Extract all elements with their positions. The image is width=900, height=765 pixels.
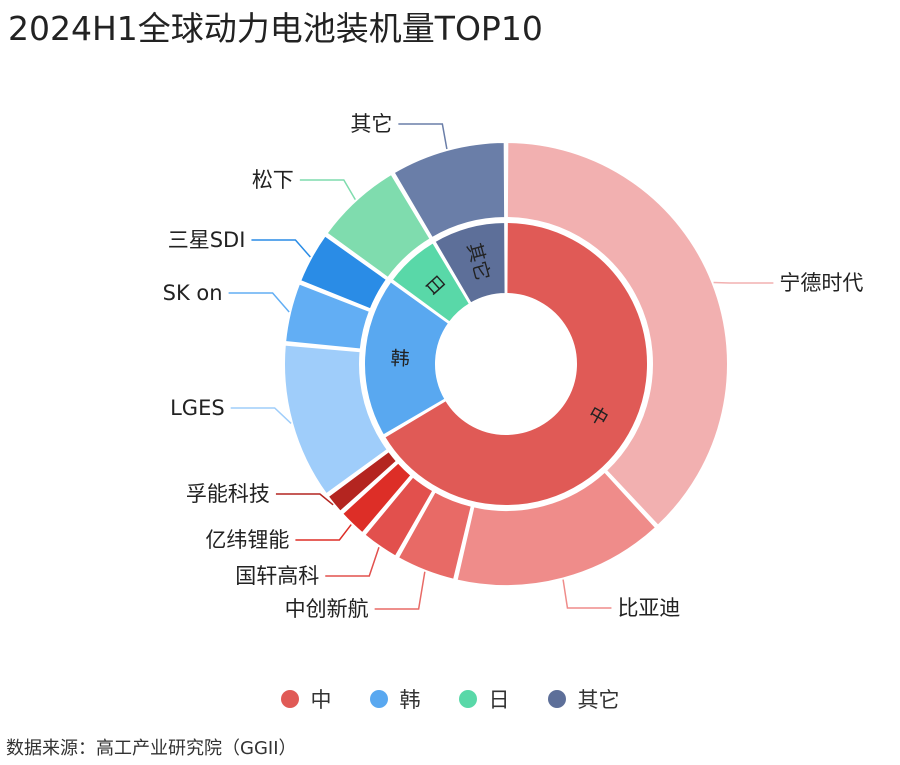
inner-ring-slice-1[interactable]	[363, 279, 451, 437]
outer-ring-label: 宁德时代	[779, 271, 863, 295]
leader-line	[374, 571, 426, 610]
leader-line	[230, 407, 292, 425]
legend-label: 中	[310, 688, 332, 712]
leader-line	[228, 292, 290, 313]
outer-ring-label: LGES	[170, 396, 225, 420]
leader-line	[275, 493, 334, 506]
leader-line	[251, 239, 311, 258]
outer-ring-slice-5[interactable]	[326, 449, 399, 514]
legend-item-china[interactable]: 中	[280, 684, 332, 714]
outer-ring-slice-6[interactable]	[283, 343, 390, 496]
outer-ring-slice-10[interactable]	[392, 140, 507, 240]
outer-ring-label: 松下	[252, 168, 294, 192]
inner-ring-label: 韩	[390, 348, 410, 371]
outer-ring-slice-2[interactable]	[396, 490, 474, 582]
leader-line	[325, 547, 380, 577]
outer-ring-label: 国轩高科	[235, 564, 319, 588]
legend-item-korea[interactable]: 韩	[369, 684, 421, 714]
legend-label: 其它	[577, 688, 620, 712]
outer-ring-label: 其它	[350, 112, 392, 136]
outer-ring-slice-4[interactable]	[340, 461, 413, 535]
data-source-note: 数据来源：高工产业研究院（GGII）	[6, 738, 297, 759]
legend-dot	[280, 690, 299, 708]
outer-ring-slice-1[interactable]	[455, 470, 658, 587]
outer-ring-label: 中创新航	[285, 597, 369, 621]
inner-ring-slice-0[interactable]	[382, 220, 649, 507]
outer-ring-label: 亿纬锂能	[205, 528, 289, 552]
leader-line	[299, 179, 356, 200]
outer-ring-label: 孚能科技	[186, 482, 270, 506]
outer-ring-slice-8[interactable]	[298, 234, 389, 311]
legend: 中 韩 日 其它	[0, 684, 900, 714]
outer-ring-label: 比亚迪	[617, 596, 680, 620]
legend-label: 韩	[399, 688, 421, 712]
leader-line	[713, 281, 774, 284]
outer-ring-slice-0[interactable]	[505, 140, 729, 528]
inner-ring-slice-2[interactable]	[390, 240, 472, 324]
legend-item-other[interactable]: 其它	[547, 684, 620, 714]
leader-line	[562, 579, 612, 609]
legend-item-japan[interactable]: 日	[458, 684, 510, 714]
chart-title: 2024H1全球动力电池装机量TOP10	[8, 9, 543, 48]
leader-line	[295, 524, 352, 541]
outer-ring-slice-7[interactable]	[283, 282, 372, 351]
outer-ring-label: SK on	[163, 281, 223, 305]
legend-dot	[369, 690, 388, 708]
outer-ring-label: 三星SDI	[168, 228, 246, 252]
inner-ring-slice-3[interactable]	[433, 220, 507, 305]
legend-dot	[458, 690, 477, 708]
legend-label: 日	[488, 688, 510, 712]
leader-line	[398, 123, 448, 150]
outer-ring-slice-3[interactable]	[362, 475, 435, 558]
outer-ring-slice-9[interactable]	[325, 172, 432, 280]
legend-dot	[547, 690, 566, 708]
